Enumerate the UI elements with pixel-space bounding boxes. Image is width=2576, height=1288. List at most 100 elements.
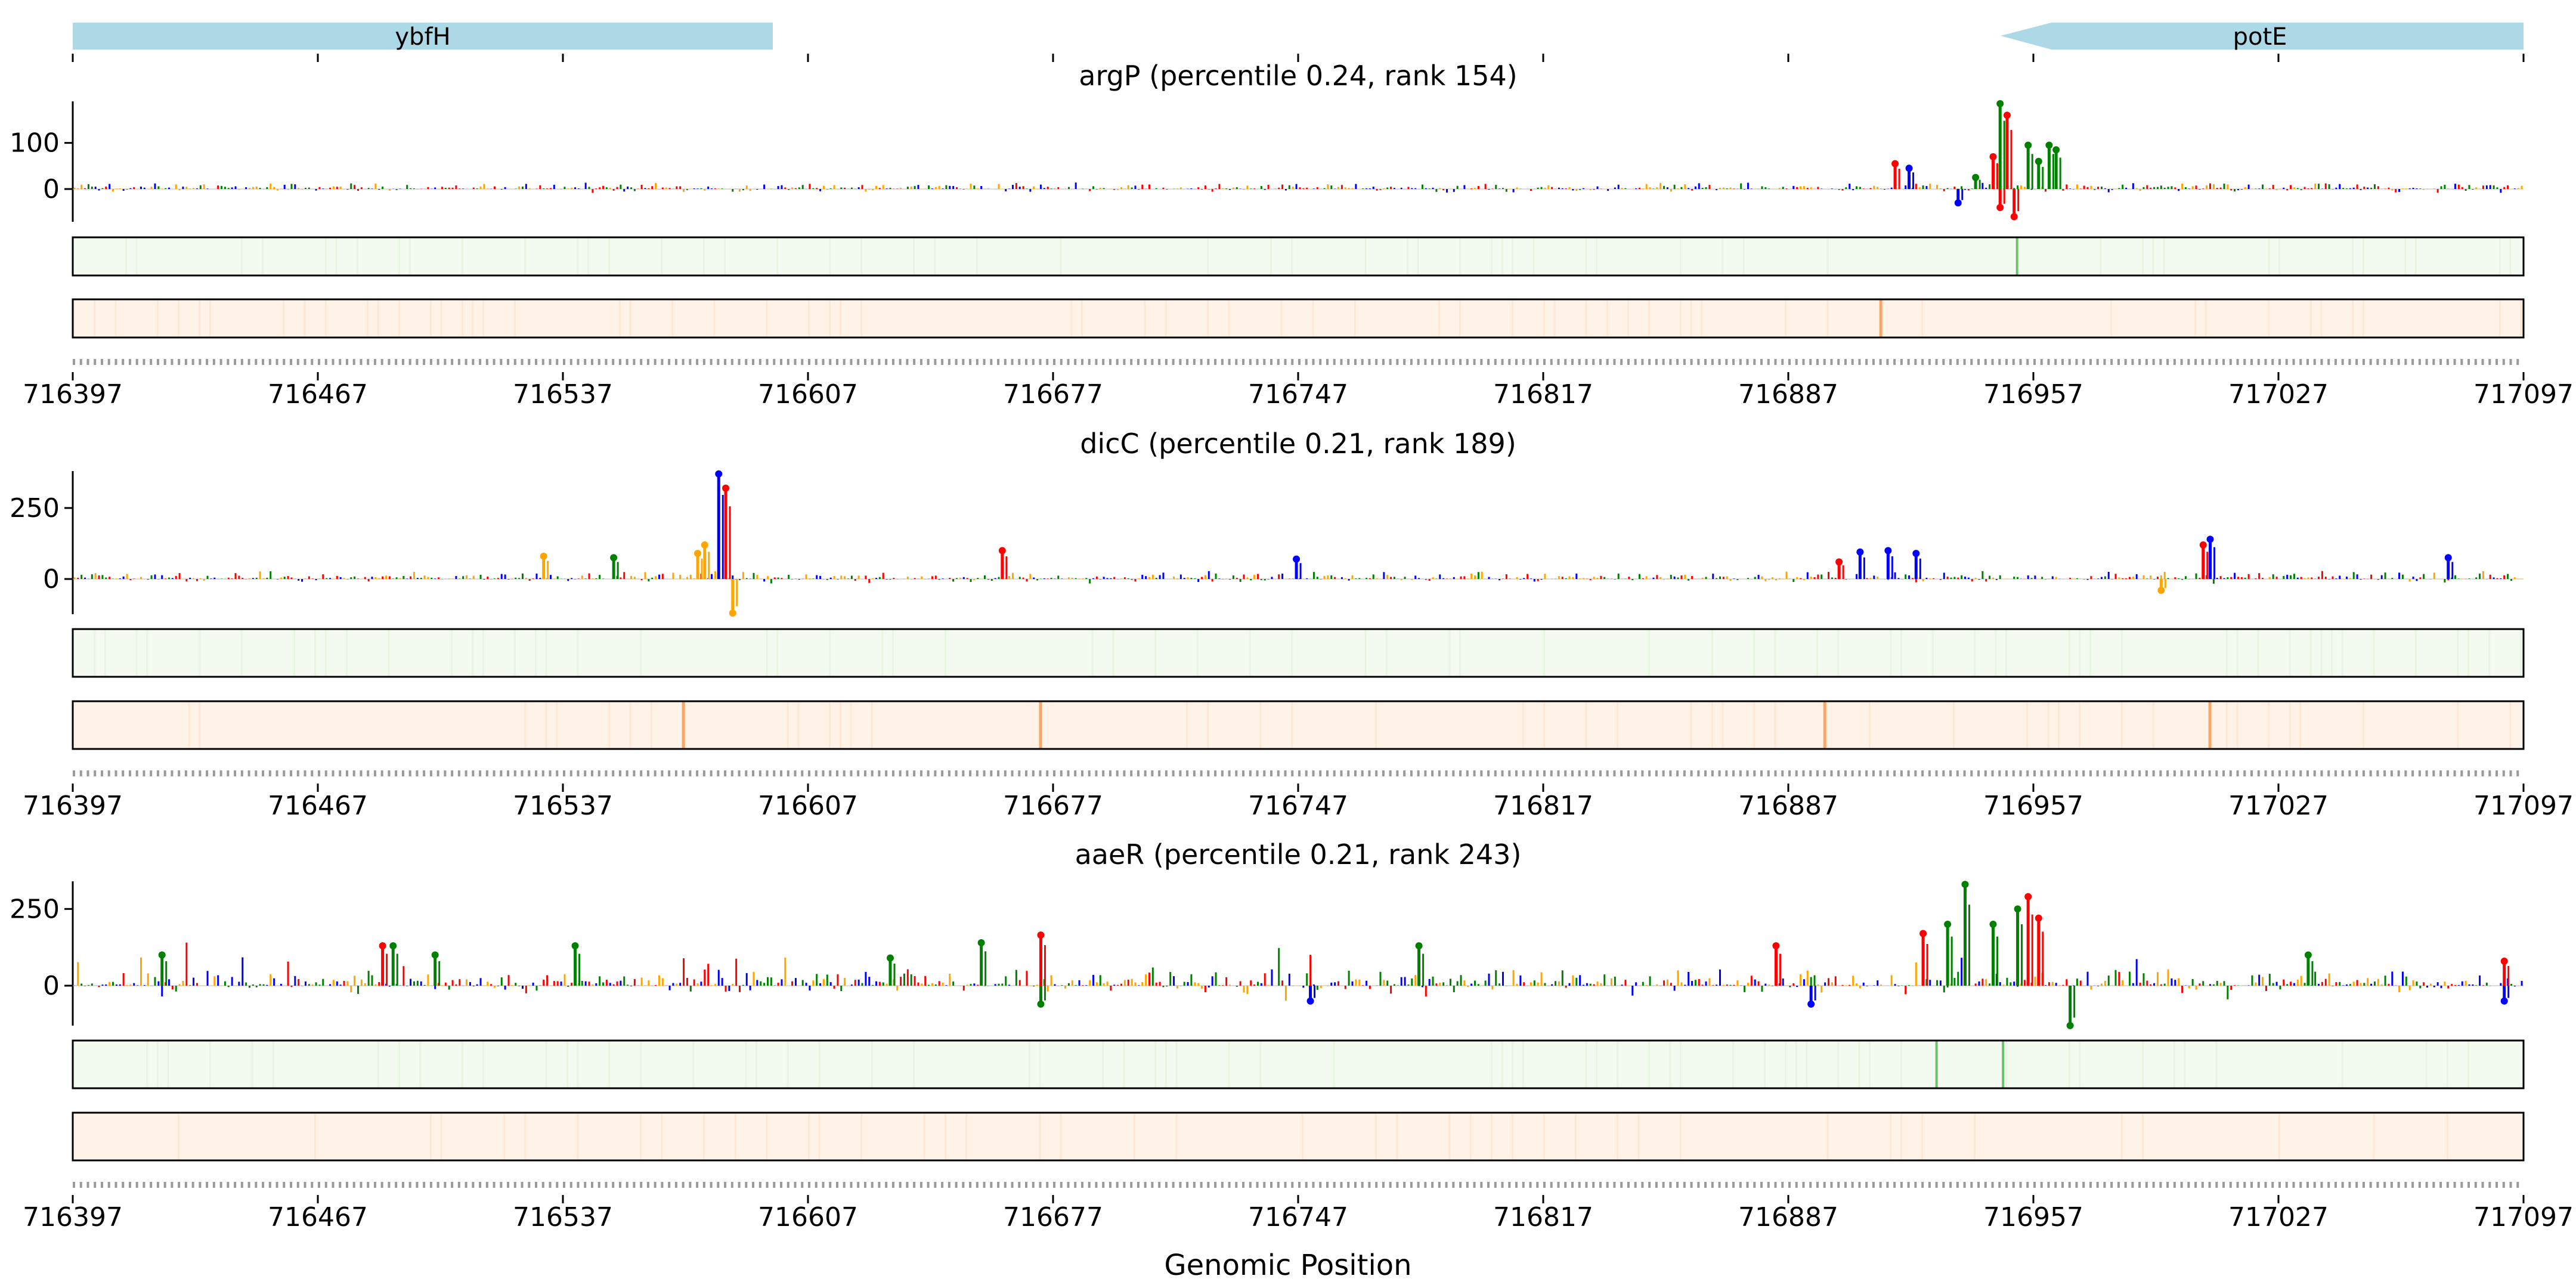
sequence-base bbox=[1256, 770, 1259, 776]
sequence-base bbox=[1046, 1182, 1049, 1188]
profile-cell bbox=[2457, 701, 2459, 749]
attribution-cell bbox=[240, 629, 243, 677]
sequence-base bbox=[2026, 359, 2029, 365]
attribution-cell bbox=[608, 1041, 611, 1088]
sequence-base bbox=[1816, 770, 1819, 776]
sequence-base bbox=[1823, 770, 1826, 776]
profile-cell bbox=[1921, 299, 1924, 338]
logo-peak-cap bbox=[1996, 203, 2004, 211]
sequence-base bbox=[1249, 359, 1252, 365]
x-tick-label: 716887 bbox=[1738, 379, 1838, 410]
sequence-base bbox=[577, 359, 580, 365]
sequence-base bbox=[1774, 1182, 1777, 1188]
sequence-base bbox=[100, 1182, 103, 1188]
sequence-base bbox=[1018, 770, 1021, 776]
attribution-cell bbox=[94, 629, 96, 677]
sequence-base bbox=[1284, 770, 1287, 776]
sequence-base bbox=[535, 359, 538, 365]
attribution-cell bbox=[1585, 1041, 1587, 1088]
sequence-base bbox=[752, 770, 755, 776]
profile-peak bbox=[1879, 299, 1883, 338]
sequence-base bbox=[2215, 1182, 2218, 1188]
sequence-base bbox=[1935, 770, 1938, 776]
sequence-base bbox=[2201, 1182, 2204, 1188]
sequence-base bbox=[395, 359, 398, 365]
x-tick-label: 716467 bbox=[268, 1202, 368, 1233]
attribution-cell bbox=[1900, 629, 1902, 677]
sequence-base bbox=[2257, 359, 2260, 365]
profile-cell bbox=[440, 299, 442, 338]
sequence-base bbox=[1669, 1182, 1672, 1188]
sequence-base bbox=[2194, 770, 2197, 776]
attribution-cell bbox=[766, 629, 768, 677]
profile-cell bbox=[1301, 1113, 1304, 1160]
profile-cell bbox=[2026, 701, 2029, 749]
sequence-base bbox=[2033, 359, 2036, 365]
sequence-base bbox=[863, 1182, 866, 1188]
sequence-base bbox=[1396, 770, 1399, 776]
profile-cell bbox=[1228, 299, 1230, 338]
logo-peak-cap bbox=[1954, 199, 1962, 207]
sequence-base bbox=[640, 1182, 643, 1188]
sequence-base bbox=[822, 770, 825, 776]
sequence-base bbox=[1830, 359, 1833, 365]
attribution-cell bbox=[2404, 237, 2407, 275]
sequence-base bbox=[780, 1182, 783, 1188]
x-tick-label: 716607 bbox=[758, 791, 858, 821]
sequence-base bbox=[654, 359, 657, 365]
profile-cell bbox=[787, 701, 789, 749]
sequence-base bbox=[612, 359, 615, 365]
sequence-base bbox=[1256, 1182, 1259, 1188]
profile-cell bbox=[1627, 299, 1629, 338]
sequence-base bbox=[1186, 359, 1189, 365]
sequence-base bbox=[1466, 359, 1469, 365]
logo-peak-cap bbox=[2066, 1021, 2074, 1029]
panel-title-aaeR: aaeR (percentile 0.21, rank 243) bbox=[1075, 838, 1522, 871]
sequence-base bbox=[661, 770, 664, 776]
sequence-base bbox=[1543, 770, 1546, 776]
sequence-base bbox=[472, 359, 475, 365]
sequence-base bbox=[2285, 359, 2288, 365]
sequence-base bbox=[1080, 770, 1083, 776]
sequence-base bbox=[367, 359, 370, 365]
profile-cell bbox=[1890, 1113, 1892, 1160]
sequence-base bbox=[1291, 1182, 1294, 1188]
sequence-base bbox=[2145, 359, 2148, 365]
sequence-base bbox=[184, 1182, 187, 1188]
sequence-base bbox=[1305, 359, 1308, 365]
sequence-base bbox=[1060, 359, 1063, 365]
sequence-base bbox=[1956, 770, 1959, 776]
sequence-base bbox=[927, 1182, 930, 1188]
profile-cell bbox=[513, 299, 516, 338]
sequence-base bbox=[1403, 359, 1406, 365]
profile-cell bbox=[1585, 701, 1587, 749]
profile-cell bbox=[661, 1113, 663, 1160]
attribution-cell bbox=[1249, 629, 1251, 677]
sequence-base bbox=[283, 359, 286, 365]
sequence-base bbox=[234, 1182, 237, 1188]
attribution-cell bbox=[1795, 1041, 1797, 1088]
sequence-base bbox=[2278, 770, 2281, 776]
sequence-base bbox=[2012, 770, 2015, 776]
sequence-base bbox=[780, 770, 783, 776]
sequence-base bbox=[1809, 1182, 1812, 1188]
sequence-base bbox=[2082, 770, 2085, 776]
sequence-base bbox=[1998, 359, 2001, 365]
sequence-base bbox=[1459, 1182, 1462, 1188]
sequence-base bbox=[262, 359, 265, 365]
profile-cell bbox=[860, 1113, 863, 1160]
sequence-base bbox=[2439, 359, 2442, 365]
profile-heatmap-frame bbox=[72, 700, 2525, 750]
sequence-base bbox=[835, 770, 838, 776]
sequence-base bbox=[661, 1182, 664, 1188]
logo-peak-cap bbox=[1989, 153, 1997, 160]
sequence-base bbox=[212, 770, 215, 776]
sequence-base bbox=[1466, 1182, 1469, 1188]
profile-cell bbox=[1039, 1113, 1041, 1160]
sequence-base bbox=[1340, 770, 1343, 776]
attribution-cell bbox=[1112, 629, 1114, 677]
sequence-base bbox=[163, 770, 166, 776]
sequence-base bbox=[1480, 359, 1483, 365]
sequence-base bbox=[1571, 359, 1574, 365]
sequence-base bbox=[549, 770, 552, 776]
